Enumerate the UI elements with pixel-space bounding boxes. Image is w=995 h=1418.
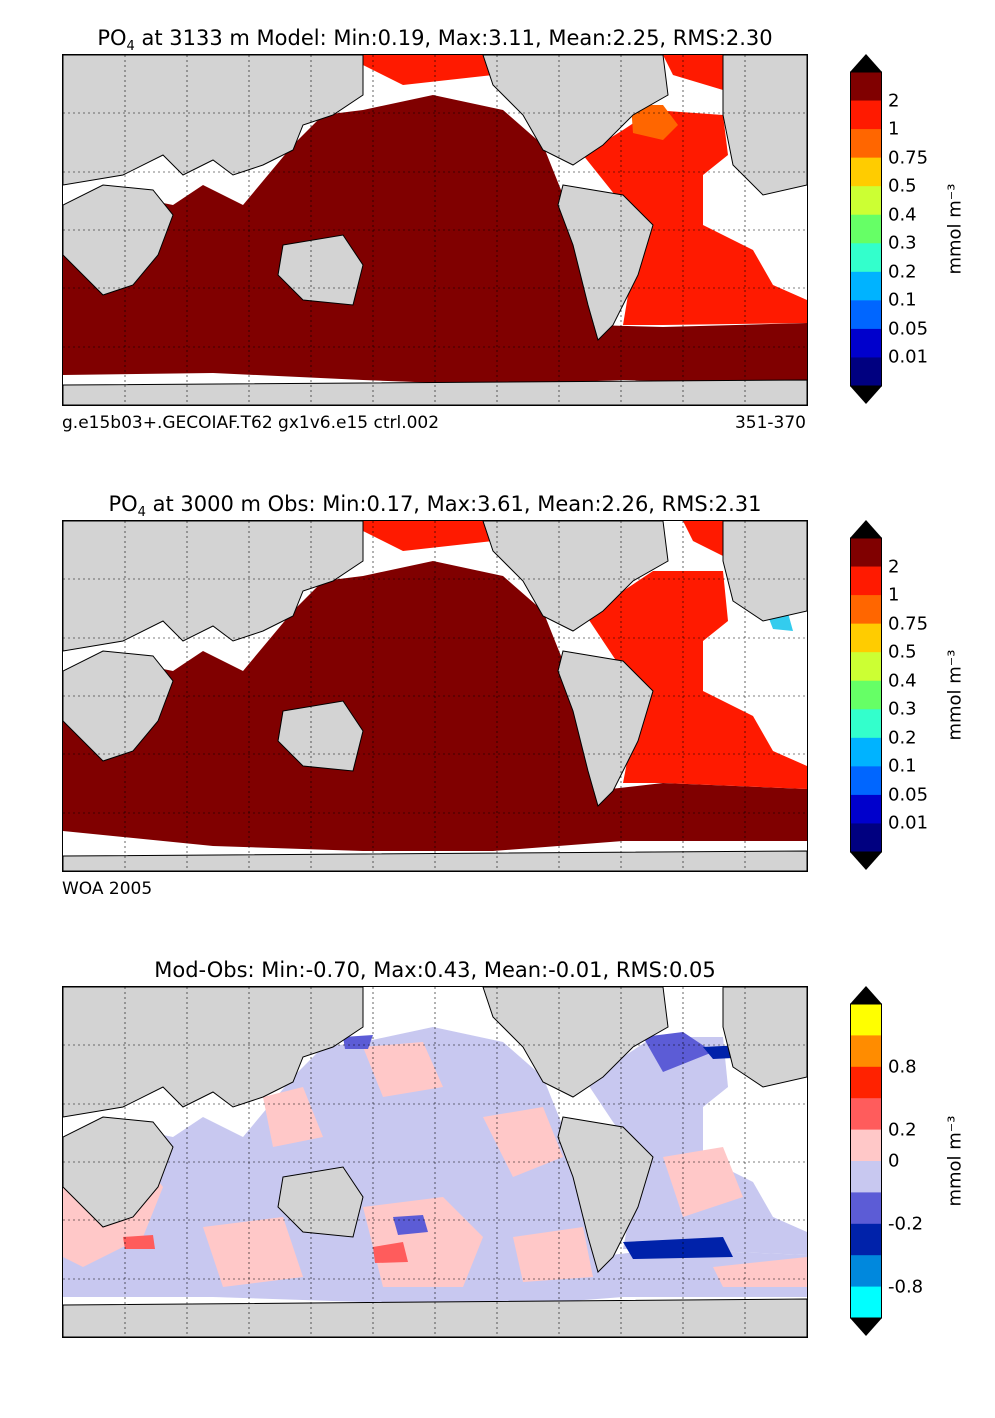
colorbar-min-arrow	[850, 852, 882, 870]
colorbar-segment	[850, 328, 882, 358]
colorbar-segment	[850, 623, 882, 653]
colorbar-segment	[850, 1066, 882, 1099]
colorbar-tick-label: 0.01	[888, 812, 929, 834]
colorbar-tick-label: -0.8	[888, 1276, 924, 1298]
colorbar-segment	[850, 566, 882, 596]
colorbar-segment	[850, 1161, 882, 1193]
colorbar-segment	[850, 186, 882, 216]
colorbar-tick-label: 0.2	[888, 727, 917, 749]
australia-land	[277, 1166, 364, 1238]
colorbar-tick-label: 0.75	[888, 147, 929, 169]
colorbar-segment	[850, 538, 882, 568]
colorbar-segment	[850, 271, 882, 301]
colorbar-segment	[850, 1004, 882, 1036]
colorbar	[850, 986, 882, 1336]
colorbar-segment	[850, 157, 882, 187]
model-map	[62, 54, 808, 406]
australia-land	[277, 234, 364, 306]
colorbar-segment	[850, 100, 882, 130]
australia-land	[277, 700, 364, 772]
source-label: WOA 2005	[62, 879, 153, 899]
africa-land	[63, 650, 174, 762]
panel-title: PO4 at 3133 m Model: Min:0.19, Max:3.11,…	[97, 26, 773, 55]
colorbar-segment	[850, 794, 882, 824]
colorbar-segment	[850, 595, 882, 625]
colorbar-tick-label: 0.1	[888, 755, 917, 777]
colorbar-tick-label: 2	[888, 556, 900, 578]
europe-land	[722, 987, 807, 1088]
colorbar-tick-label: 0.3	[888, 698, 917, 720]
obs-map	[62, 520, 808, 872]
colorbar-segment	[850, 1129, 882, 1162]
colorbar-tick-label: 0.05	[888, 318, 929, 340]
colorbar-tick-label: 0.2	[888, 1119, 917, 1141]
europe-land	[722, 521, 807, 622]
colorbar-segment	[850, 737, 882, 767]
colorbar-tick-label: 0.5	[888, 641, 917, 663]
colorbar-tick-label: 0.4	[888, 204, 917, 226]
colorbar	[850, 54, 882, 404]
colorbar-segment	[850, 1035, 882, 1068]
colorbar-segment	[850, 129, 882, 159]
colorbar-tick-label: 0.2	[888, 261, 917, 283]
diff-map	[62, 986, 808, 1338]
colorbar-tick-label: 0.1	[888, 289, 917, 311]
unit-label: mmol m⁻³	[944, 649, 966, 741]
colorbar	[850, 520, 882, 870]
colorbar-segment	[850, 1286, 882, 1319]
panel-title: Mod-Obs: Min:-0.70, Max:0.43, Mean:-0.01…	[154, 958, 716, 982]
colorbar-max-arrow	[850, 54, 882, 72]
colorbar-segment	[850, 1192, 882, 1225]
model-panel: PO4 at 3133 m Model: Min:0.19, Max:3.11,…	[0, 26, 995, 486]
namerica-land	[482, 521, 669, 632]
samerica-land	[557, 650, 654, 807]
colorbar-segment	[850, 652, 882, 682]
colorbar-segment	[850, 1255, 882, 1288]
diff-panel: Mod-Obs: Min:-0.70, Max:0.43, Mean:-0.01…	[0, 958, 995, 1418]
colorbar-segment	[850, 1098, 882, 1131]
colorbar-segment	[850, 1223, 882, 1256]
colorbar-tick-label: 0.5	[888, 175, 917, 197]
colorbar-tick-label: 0.4	[888, 670, 917, 692]
colorbar-segment	[850, 243, 882, 273]
colorbar-tick-label: 0.05	[888, 784, 929, 806]
colorbar-segment	[850, 766, 882, 796]
colorbar-min-arrow	[850, 386, 882, 404]
unit-label: mmol m⁻³	[944, 183, 966, 275]
colorbar-tick-label: 0.8	[888, 1056, 917, 1078]
eurasia-land	[63, 55, 364, 186]
panel-title: PO4 at 3000 m Obs: Min:0.17, Max:3.61, M…	[108, 492, 762, 521]
colorbar-tick-label: 0.75	[888, 613, 929, 635]
colorbar-segment	[850, 709, 882, 739]
run-label: g.e15b03+.GECOIAF.T62 gx1v6.e15 ctrl.002	[62, 413, 440, 433]
samerica-land	[557, 184, 654, 341]
unit-label: mmol m⁻³	[944, 1115, 966, 1207]
colorbar-max-arrow	[850, 986, 882, 1004]
colorbar-tick-label: -0.2	[888, 1213, 924, 1235]
colorbar-tick-label: 1	[888, 584, 900, 606]
years-label: 351-370	[734, 413, 806, 433]
eurasia-land	[63, 521, 364, 652]
africa-land	[63, 1116, 174, 1228]
colorbar-tick-label: 0.01	[888, 346, 929, 368]
colorbar-segment	[850, 72, 882, 102]
colorbar-segment	[850, 214, 882, 244]
colorbar-min-arrow	[850, 1318, 882, 1336]
africa-land	[63, 184, 174, 296]
colorbar-tick-label: 1	[888, 118, 900, 140]
colorbar-segment	[850, 823, 882, 853]
obs-panel: PO4 at 3000 m Obs: Min:0.17, Max:3.61, M…	[0, 492, 995, 952]
colorbar-tick-label: 0	[888, 1150, 900, 1172]
namerica-land	[482, 55, 669, 166]
samerica-land	[557, 1116, 654, 1273]
europe-land	[722, 55, 807, 196]
namerica-land	[482, 987, 669, 1098]
colorbar-segment	[850, 357, 882, 387]
colorbar-segment	[850, 680, 882, 710]
colorbar-tick-label: 0.3	[888, 232, 917, 254]
eurasia-land	[63, 987, 364, 1118]
colorbar-segment	[850, 300, 882, 330]
colorbar-tick-label: 2	[888, 90, 900, 112]
colorbar-max-arrow	[850, 520, 882, 538]
